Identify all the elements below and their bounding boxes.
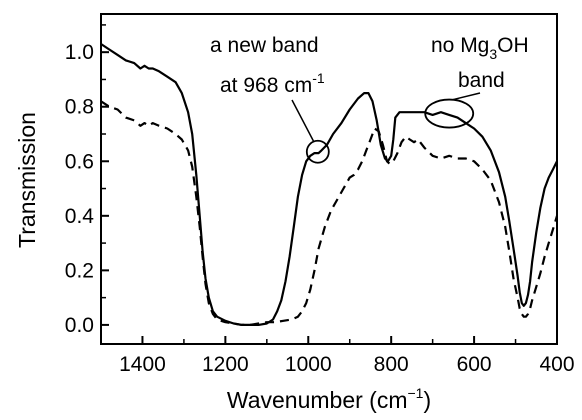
- series-dashed-line: [100, 100, 559, 326]
- x-tick-label: 1200: [202, 353, 249, 376]
- annotation-no-mg3oh-line2: band: [458, 69, 505, 92]
- x-tick-label: 1000: [285, 353, 332, 376]
- new-band-marker-circle: [305, 139, 330, 164]
- x-axis-title: Wavenumber (cm−1): [227, 385, 431, 413]
- new-band-leader-line: [291, 99, 315, 143]
- x-tick-label: 1400: [119, 353, 166, 376]
- y-tick-label: 1.0: [65, 41, 94, 64]
- no-mg3oh-marker-ellipse: [424, 98, 475, 129]
- x-tick-label: 800: [374, 353, 409, 376]
- series-solid-line: [100, 43, 558, 326]
- y-tick-label: 0.2: [65, 259, 94, 282]
- y-tick-label: 0.4: [65, 205, 95, 228]
- annotation-markers: [291, 92, 481, 164]
- y-tick-label: 0.0: [65, 314, 94, 337]
- annotation-no-mg3oh-line1: no Mg3OH: [431, 34, 529, 62]
- y-axis-title: Transmission: [14, 112, 40, 248]
- y-tick-label: 0.8: [65, 96, 94, 119]
- x-tick-label: 600: [457, 353, 492, 376]
- y-tick-label: 0.6: [65, 150, 94, 173]
- no-mg3oh-leader-line: [453, 92, 481, 101]
- plot-frame: [100, 13, 558, 345]
- annotation-new-band-line1: a new band: [210, 34, 319, 57]
- x-tick-label: 400: [539, 353, 574, 376]
- data-curves: [100, 43, 559, 326]
- annotation-new-band-line2: at 968 cm-1: [220, 70, 325, 97]
- axis-ticks: 1400 1200 1000 800 600 400 0.0 0.2 0.4 0.6 0.8 1.0: [65, 24, 575, 376]
